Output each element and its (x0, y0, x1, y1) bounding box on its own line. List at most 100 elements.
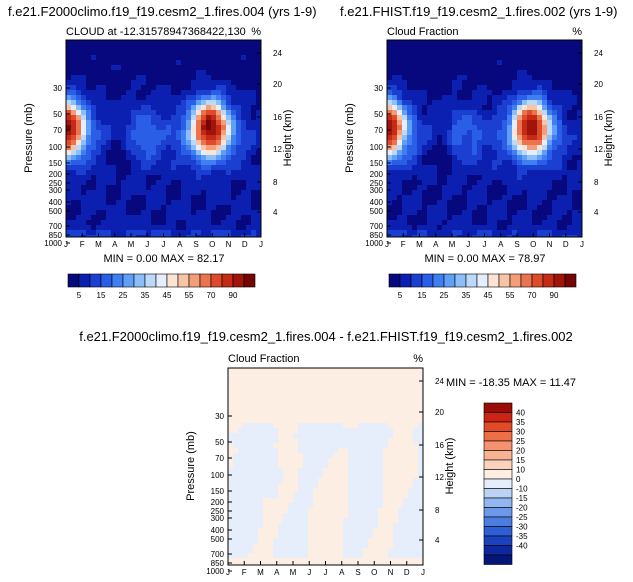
p3-field-cell (328, 538, 334, 544)
p2-field-cell (577, 220, 582, 226)
p1-field-cell (216, 55, 222, 61)
p2-field-cell (527, 80, 533, 86)
colorbar-swatch (78, 273, 91, 288)
p1-field-cell (81, 50, 87, 56)
p2-field-cell (562, 120, 568, 126)
p3-field-cell (418, 448, 423, 454)
p3-field-cell (243, 473, 249, 479)
p1-field-cell (196, 105, 202, 111)
p3-field-cell (353, 478, 359, 484)
p3-field-cell (288, 438, 294, 444)
p2-ytick-label: 150 (370, 159, 384, 168)
p1-field-cell (151, 120, 157, 126)
p1-field-cell (146, 230, 152, 236)
p3-field-cell (268, 463, 274, 469)
p3-field-cell (373, 473, 379, 479)
p1-field-cell (121, 200, 127, 206)
p1-field-cell (81, 230, 87, 236)
p3-field-cell (283, 558, 289, 564)
p2-field-cell (557, 120, 563, 126)
p2-field-cell (437, 85, 443, 91)
p3-ytick-label: 850 (211, 559, 225, 568)
p3-field-cell (273, 533, 279, 539)
p1-field-cell (81, 145, 87, 151)
p2-field-cell (572, 145, 578, 151)
p2-field-cell (392, 135, 398, 141)
p3-field-cell (298, 378, 304, 384)
p3-field-cell (288, 423, 294, 429)
p3-field-cell (308, 528, 314, 534)
p1-field-cell (111, 235, 117, 237)
p3-field-cell (313, 518, 319, 524)
p3-field-cell (318, 533, 324, 539)
p2-field-cell (562, 155, 568, 161)
p3-field-cell (343, 408, 349, 414)
p1-field-cell (251, 45, 257, 51)
p3-field-cell (363, 553, 369, 559)
p2-field-cell (522, 70, 528, 76)
p2-field-cell (472, 145, 478, 151)
p1-field-cell (81, 140, 87, 146)
p1-field-cell (226, 155, 232, 161)
p2-field-cell (427, 205, 433, 211)
p1-field-cell (131, 195, 137, 201)
p3-field-cell (388, 378, 394, 384)
p2-field-cell (482, 125, 488, 131)
p1-field-cell (156, 180, 162, 186)
p2-field-cell (457, 50, 463, 56)
p2-field-cell (467, 235, 473, 237)
p1-field-cell (151, 160, 157, 166)
p3-field-cell (338, 523, 344, 529)
p3-field-cell (378, 473, 384, 479)
p2-field-cell (497, 235, 503, 237)
p3-field-cell (353, 483, 359, 489)
p2-field-cell (567, 145, 573, 151)
p2-field-cell (422, 105, 428, 111)
p3-field-cell (388, 423, 394, 429)
p1-field-cell (176, 145, 182, 151)
p1-field-cell (156, 215, 162, 221)
p3-field-cell (328, 493, 334, 499)
p1-field-cell (86, 190, 92, 196)
p2-field-cell (447, 85, 453, 91)
p3-field-cell (283, 378, 289, 384)
p2-field-cell (442, 85, 448, 91)
p1-field-cell (146, 145, 152, 151)
p2-field-cell (557, 140, 563, 146)
p1-field-cell (156, 145, 162, 151)
p3-field-cell (288, 533, 294, 539)
p2-field-cell (387, 215, 393, 221)
p3-field-cell (353, 458, 359, 464)
p1-field-cell (256, 115, 261, 121)
p1-field-cell (246, 80, 252, 86)
p1-left-label: CLOUD at -12.31578947368422,130 (66, 26, 246, 38)
p1-field-cell (91, 50, 97, 56)
p2-field-cell (432, 120, 438, 126)
p3-field-cell (283, 408, 289, 414)
p3-field-cell (268, 553, 274, 559)
p2-field-cell (552, 205, 558, 211)
p1-field-cell (221, 120, 227, 126)
p2-field-cell (512, 225, 518, 231)
p1-field-cell (121, 60, 127, 66)
p2-field-cell (432, 75, 438, 81)
p1-field-cell (196, 70, 202, 76)
p1-field-cell (246, 215, 252, 221)
p2-field-cell (427, 200, 433, 206)
p2-field-cell (517, 205, 523, 211)
p1-field-cell (126, 75, 132, 81)
p1-field-cell (201, 230, 207, 236)
p1-field-cell (126, 85, 132, 91)
p3-field-cell (413, 418, 419, 424)
p1-field-cell (231, 220, 237, 226)
p1-field-cell (141, 185, 147, 191)
p2-field-cell (417, 200, 423, 206)
p3-field-cell (418, 533, 423, 539)
p3-field-cell (368, 408, 374, 414)
p3-field-cell (368, 538, 374, 544)
p3-field-cell (363, 548, 369, 554)
p1-field-cell (186, 230, 192, 236)
p2-field-cell (502, 45, 508, 51)
p2-field-cell (417, 55, 423, 61)
p3-field-cell (243, 378, 249, 384)
